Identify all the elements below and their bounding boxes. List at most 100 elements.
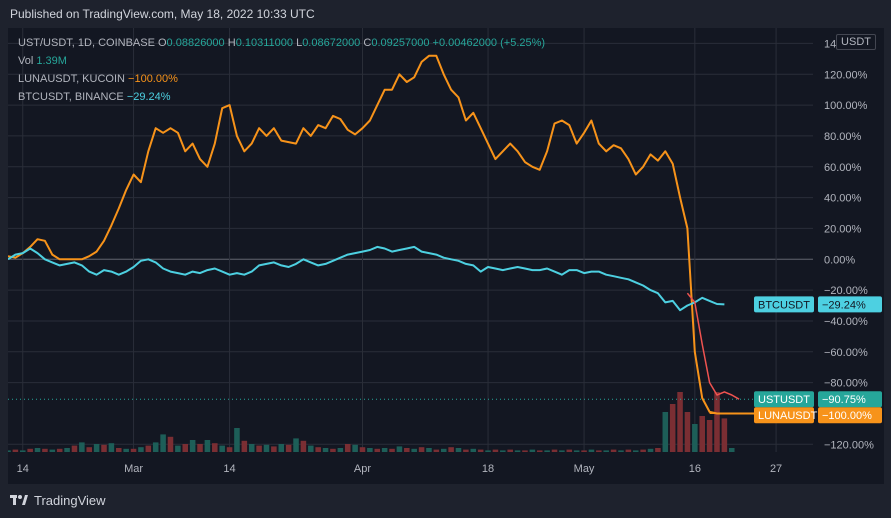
volume-bar — [64, 448, 70, 452]
volume-bar — [337, 448, 344, 452]
volume-bar — [573, 450, 580, 452]
y-tick-label: 40.00% — [824, 193, 862, 205]
volume-bar — [263, 444, 270, 452]
legend-main-row[interactable]: UST/USDT, 1D, COINBASE O0.08826000 H0.10… — [18, 34, 545, 52]
volume-bar — [344, 444, 351, 452]
x-tick-label: 18 — [482, 463, 494, 475]
last-value-tag: −100.00% — [822, 410, 872, 422]
volume-bar — [116, 448, 122, 452]
y-tick-label: −120.00% — [824, 439, 874, 451]
x-tick-label: 14 — [17, 463, 29, 475]
volume-bar — [440, 448, 447, 452]
volume-bar — [93, 444, 100, 452]
currency-badge[interactable]: USDT — [836, 34, 876, 50]
volume-bar — [49, 449, 56, 452]
volume-bar — [315, 447, 321, 452]
volume-bar — [566, 449, 573, 452]
volume-bar — [123, 448, 129, 452]
volume-bar — [647, 448, 654, 452]
last-name-tag: USTUSDT — [758, 394, 810, 406]
legend-luna-value: −100.00% — [128, 73, 178, 85]
legend-close: 0.09257000 — [371, 37, 430, 49]
volume-bar — [197, 444, 203, 452]
volume-bar — [418, 447, 425, 452]
volume-bar — [8, 450, 11, 452]
volume-bar — [692, 424, 698, 452]
volume-bar — [655, 448, 661, 452]
chart-panel[interactable]: 14 0.00% 120.00% 100.00% 80.00% 60.00% 40.00% 2… — [8, 28, 884, 484]
legend-vol-label: Vol — [18, 55, 34, 67]
volume-bar — [27, 448, 33, 452]
legend-btc-row[interactable]: BTCUSDT, BINANCE −29.24% — [18, 88, 545, 106]
footer-logo[interactable]: TradingView — [10, 490, 106, 510]
volume-bar — [175, 445, 181, 452]
legend-open-label: O — [157, 37, 167, 49]
series-line-lunausdt — [8, 54, 791, 415]
volume-bar — [189, 440, 196, 452]
last-value-tag-bg — [818, 391, 882, 408]
volume-bar — [551, 449, 558, 452]
volume-bar — [300, 440, 307, 452]
last-value-tag: −90.75% — [822, 394, 866, 406]
volume-bar — [86, 447, 93, 452]
volume-bar — [182, 444, 189, 452]
volume-bar — [271, 446, 277, 452]
volume-bar — [359, 447, 366, 452]
y-tick-label: 20.00% — [824, 223, 862, 235]
legend-btc-value: −29.24% — [126, 91, 171, 103]
volume-bar — [492, 449, 499, 452]
volume-bar — [455, 448, 462, 452]
volume-bar — [285, 444, 292, 452]
series-line-ustusdt — [686, 292, 740, 400]
volume-bar — [669, 404, 676, 452]
last-name-tag-bg — [754, 391, 814, 408]
volume-bar — [411, 448, 417, 452]
volume-bar — [514, 450, 521, 452]
x-tick-label: Mar — [124, 463, 143, 475]
volume-bar — [79, 442, 85, 452]
legend-open: 0.08826000 — [166, 37, 225, 49]
volume-bar — [721, 418, 728, 452]
volume-bar — [56, 448, 63, 452]
volume-bar — [404, 448, 410, 452]
volume-bar — [470, 448, 477, 452]
volume-bar — [544, 450, 550, 452]
volume-bar — [485, 450, 491, 452]
volume-bar — [618, 450, 624, 452]
y-tick-label: 60.00% — [824, 162, 862, 174]
volume-bar — [706, 420, 713, 452]
volume-bar — [152, 442, 159, 452]
legend-symbol[interactable]: UST/USDT, 1D, COINBASE — [18, 37, 155, 49]
volume-bar — [728, 448, 735, 452]
volume-bar — [389, 448, 395, 452]
volume-bar — [278, 444, 285, 452]
last-name-tag: LUNAUSDT — [758, 410, 818, 422]
volume-bar — [374, 448, 381, 452]
volume-bar — [596, 450, 602, 452]
x-tick-label: 16 — [689, 463, 701, 475]
legend-low: 0.08672000 — [302, 37, 361, 49]
legend-btc-label: BTCUSDT, BINANCE — [18, 91, 124, 103]
chart-area[interactable]: 14 0.00% 120.00% 100.00% 80.00% 60.00% 40.00% 2… — [8, 28, 884, 484]
volume-bar — [603, 450, 609, 452]
volume-bar — [581, 450, 587, 452]
volume-bar — [662, 412, 669, 452]
y-tick-label: −80.00% — [824, 378, 868, 390]
volume-bar — [234, 428, 240, 452]
volume-bar — [477, 449, 484, 452]
legend: UST/USDT, 1D, COINBASE O0.08826000 H0.10… — [18, 34, 545, 106]
volume-bar — [433, 449, 440, 452]
volume-bar — [330, 448, 336, 452]
legend-luna-row[interactable]: LUNAUSDT, KUCOIN −100.00% — [18, 70, 545, 88]
volume-bar — [256, 445, 262, 452]
volume-bar — [42, 448, 48, 452]
volume-bar — [20, 450, 26, 452]
volume-bar — [448, 447, 454, 452]
volume-bar — [396, 446, 403, 452]
volume-bar — [632, 450, 639, 452]
last-name-tag-bg — [754, 296, 814, 313]
volume-bar — [463, 449, 469, 452]
legend-vol-row[interactable]: Vol 1.39M — [18, 52, 545, 70]
legend-vol-value: 1.39M — [36, 55, 67, 67]
volume-bar — [381, 448, 388, 452]
